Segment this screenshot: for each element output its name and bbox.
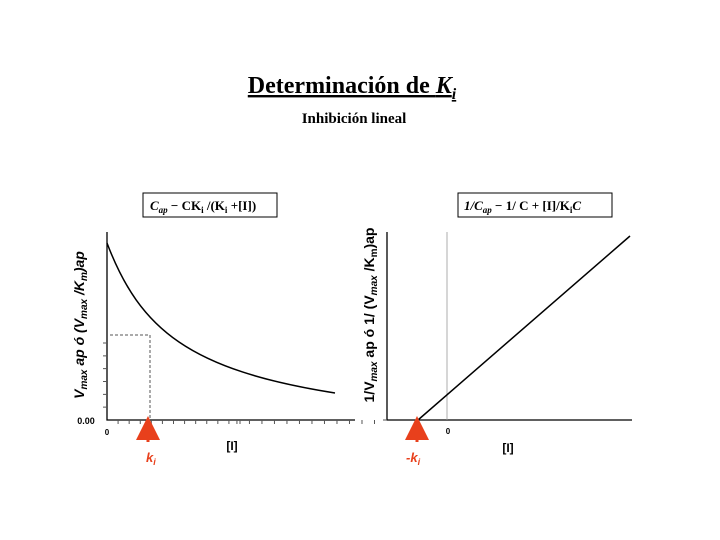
x-tick: 0 <box>105 428 110 437</box>
formula-box <box>142 192 278 218</box>
yl: max <box>369 361 380 381</box>
subtitle: Inhibición lineal <box>302 111 407 127</box>
formula-box <box>457 192 613 218</box>
guide <box>110 334 151 420</box>
y-label: Vmax ap ó (Vmax /Km)ap <box>71 251 90 399</box>
line <box>417 235 631 421</box>
yl: max <box>79 298 90 318</box>
marker-label: ki <box>146 450 156 467</box>
yl: /K <box>71 280 87 299</box>
f: +[I]) <box>227 198 256 213</box>
axes <box>386 232 632 421</box>
f: 1/C <box>464 198 483 213</box>
yl: )ap <box>361 228 377 249</box>
f: C <box>572 198 581 213</box>
yl: 1/V <box>361 381 377 403</box>
y-label: 1/Vmax ap ó 1/ (Vmax /Km)ap <box>361 228 380 403</box>
x-label: [I] <box>502 441 513 455</box>
ticks <box>103 342 241 424</box>
yl: V <box>71 388 87 399</box>
m: i <box>153 457 156 467</box>
yl: ap ó (V <box>71 317 87 369</box>
formula: Cap − CKi /(Ki +[I]) <box>150 198 256 215</box>
f: − 1/ C + [I]/K <box>492 198 571 213</box>
f: ap <box>159 205 169 215</box>
f: C <box>150 198 159 213</box>
f: i <box>201 205 204 215</box>
title-k: K <box>435 73 454 99</box>
curve <box>106 242 336 394</box>
m: -k <box>406 450 418 465</box>
yl: m <box>369 248 380 257</box>
yl: max <box>369 275 380 295</box>
f: i <box>570 205 573 215</box>
yl: /K <box>361 257 377 275</box>
title-text: Determinación de <box>248 73 436 99</box>
yl: m <box>79 272 90 281</box>
marker-label: -ki <box>406 450 421 467</box>
x-label: [I] <box>226 439 237 453</box>
f: ap <box>483 205 493 215</box>
yl: max <box>79 369 90 389</box>
f: i <box>225 205 228 215</box>
y-tick: 0.00 <box>77 416 95 426</box>
f: − CK <box>168 198 202 213</box>
formula: 1/Cap − 1/ C + [I]/KiC <box>464 198 581 215</box>
title: Determinación de Ki <box>248 73 457 103</box>
m: k <box>146 450 154 465</box>
axes <box>106 232 355 421</box>
x-tick: 0 <box>446 427 451 436</box>
m: i <box>418 457 421 467</box>
yl: )ap <box>71 251 87 274</box>
ticks <box>236 419 387 424</box>
yl: ap ó 1/ (V <box>361 295 377 362</box>
title-sub: i <box>452 86 457 103</box>
f: /(K <box>204 198 226 213</box>
